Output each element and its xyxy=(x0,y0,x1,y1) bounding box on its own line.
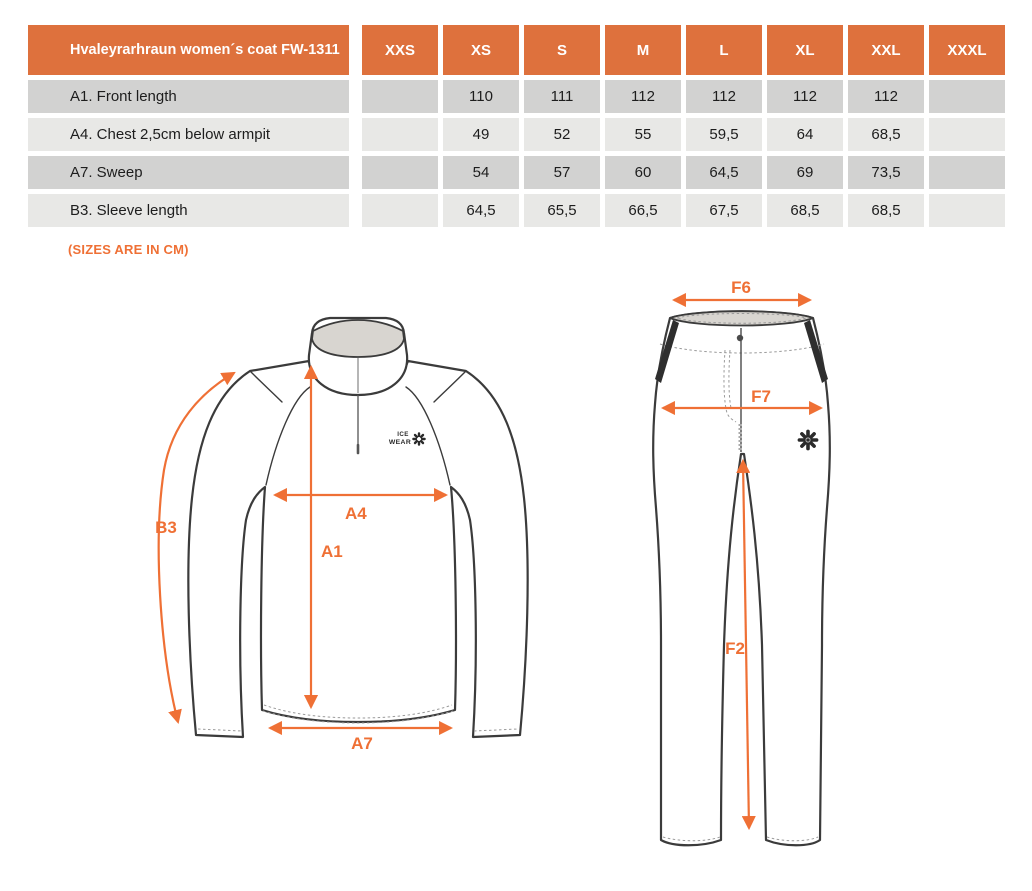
size-table-header-row: Hvaleyrarhraun women´s coat FW-1311 XXS XS… xyxy=(28,25,1005,75)
measurement-value: 112 xyxy=(686,80,762,113)
f2-label: F2 xyxy=(725,639,745,658)
table-row: A7. Sweep 54 57 60 64,5 69 73,5 xyxy=(28,156,1005,189)
pants-button xyxy=(736,334,744,342)
measurement-value: 112 xyxy=(605,80,681,113)
jacket-measure-arrows xyxy=(157,364,454,736)
table-row: A1. Front length 110 111 112 112 112 112 xyxy=(28,80,1005,113)
jacket-logo-line2: WEAR xyxy=(389,439,411,446)
jacket-shoulder-panel-right xyxy=(433,370,467,403)
measurement-label: B3. Sleeve length xyxy=(28,194,357,227)
measurement-value xyxy=(929,118,1005,151)
size-header-xxxl: XXXL xyxy=(929,25,1005,75)
pants-measure-arrows xyxy=(660,292,824,831)
table-title-cell: Hvaleyrarhraun women´s coat FW-1311 xyxy=(28,25,357,75)
size-table-body: A1. Front length 110 111 112 112 112 112 A4. Ch… xyxy=(28,80,1005,227)
jacket-raglan-seam-right xyxy=(405,386,451,486)
measurement-value: 68,5 xyxy=(848,118,924,151)
measurement-value: 54 xyxy=(443,156,519,189)
measurement-label: A1. Front length xyxy=(28,80,357,113)
measurement-value: 64,5 xyxy=(443,194,519,227)
measurement-value: 65,5 xyxy=(524,194,600,227)
jacket-hem-stitch xyxy=(263,704,453,719)
table-row: B3. Sleeve length 64,5 65,5 66,5 67,5 68,5 68,… xyxy=(28,194,1005,227)
jacket-logo-line1: ICE xyxy=(397,431,409,438)
pants-waist-opening xyxy=(669,310,814,327)
b3-arrow xyxy=(157,371,236,725)
measurement-value: 110 xyxy=(443,80,519,113)
a7-label: A7 xyxy=(351,734,373,753)
size-header-s: S xyxy=(524,25,600,75)
measurement-value xyxy=(362,194,438,227)
measurement-value: 59,5 xyxy=(686,118,762,151)
sizes-note: (SIZES ARE IN CM) xyxy=(68,242,189,257)
measurement-value: 67,5 xyxy=(686,194,762,227)
measurement-value xyxy=(929,194,1005,227)
jacket-diagram: ICE WEAR B3 A4 A1 A7 xyxy=(155,316,529,753)
pants-diagram: F6 F7 F2 xyxy=(652,278,831,847)
jacket-logo-rosette-icon xyxy=(412,432,426,446)
size-table: Hvaleyrarhraun women´s coat FW-1311 XXS XS… xyxy=(23,20,1010,232)
jacket-cuff-stitch-right xyxy=(473,728,519,732)
table-row: A4. Chest 2,5cm below armpit 49 52 55 59,5 64… xyxy=(28,118,1005,151)
size-header-m: M xyxy=(605,25,681,75)
pants-pocket-left xyxy=(655,320,679,383)
size-header-xl: XL xyxy=(767,25,843,75)
size-header-xxs: XXS xyxy=(362,25,438,75)
measurement-value: 112 xyxy=(767,80,843,113)
size-header-l: L xyxy=(686,25,762,75)
b3-label: B3 xyxy=(155,518,177,537)
a1-label: A1 xyxy=(321,542,343,561)
measurement-value xyxy=(929,80,1005,113)
pants-pocket-right xyxy=(804,320,828,383)
measurement-value: 112 xyxy=(848,80,924,113)
f6-label: F6 xyxy=(731,278,751,297)
measurement-value: 55 xyxy=(605,118,681,151)
measurement-value: 68,5 xyxy=(767,194,843,227)
measurement-value: 69 xyxy=(767,156,843,189)
measurement-value: 49 xyxy=(443,118,519,151)
measurement-value: 64 xyxy=(767,118,843,151)
measurement-value: 66,5 xyxy=(605,194,681,227)
f2-arrow xyxy=(736,458,756,831)
measurement-value: 57 xyxy=(524,156,600,189)
size-header-xs: XS xyxy=(443,25,519,75)
measurement-value: 60 xyxy=(605,156,681,189)
measurement-label: A7. Sweep xyxy=(28,156,357,189)
measurement-value xyxy=(362,118,438,151)
measurement-value xyxy=(362,156,438,189)
pants-waistband-stitch xyxy=(659,343,825,354)
pants-logo-rosette-icon xyxy=(797,429,819,451)
measurement-value xyxy=(362,80,438,113)
jacket-brand-logo: ICE WEAR xyxy=(389,431,426,446)
size-header-xxl: XXL xyxy=(848,25,924,75)
measurement-value: 111 xyxy=(524,80,600,113)
jacket-cuff-stitch-left xyxy=(197,728,243,732)
a4-label: A4 xyxy=(345,504,367,523)
jacket-shoulder-panel-left xyxy=(249,370,283,403)
measurement-value: 52 xyxy=(524,118,600,151)
measurement-value xyxy=(929,156,1005,189)
measurement-value: 73,5 xyxy=(848,156,924,189)
jacket-collar-inner xyxy=(311,319,405,358)
measurement-value: 68,5 xyxy=(848,194,924,227)
measurement-value: 64,5 xyxy=(686,156,762,189)
measurement-label: A4. Chest 2,5cm below armpit xyxy=(28,118,357,151)
f7-label: F7 xyxy=(751,387,771,406)
